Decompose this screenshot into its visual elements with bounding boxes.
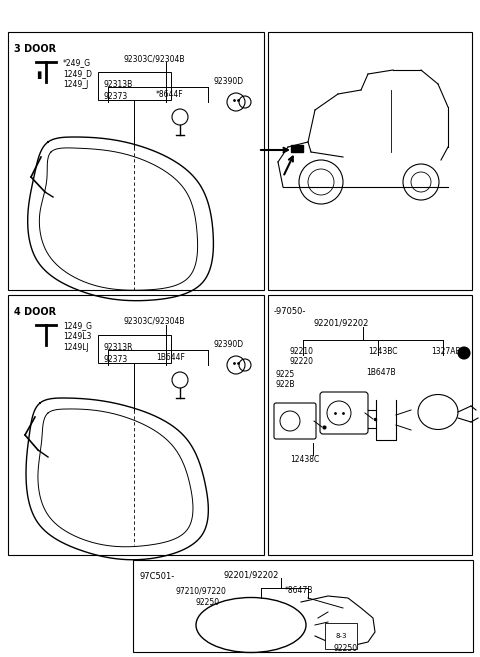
Text: *8647B: *8647B — [285, 586, 313, 595]
Bar — [291, 145, 303, 152]
Text: 92201/92202: 92201/92202 — [223, 570, 278, 579]
Bar — [133, 560, 473, 652]
Text: 1249_D: 1249_D — [63, 69, 92, 78]
Text: 92390D: 92390D — [213, 77, 243, 86]
Text: 3 DOOR: 3 DOOR — [14, 44, 56, 54]
Bar — [98, 335, 171, 363]
Text: 92373: 92373 — [103, 355, 127, 364]
Text: 1249_G: 1249_G — [63, 321, 92, 330]
Text: *249_G: *249_G — [63, 58, 91, 67]
Circle shape — [458, 347, 470, 359]
Text: 92201/92202: 92201/92202 — [313, 319, 368, 328]
Text: 92390D: 92390D — [213, 340, 243, 349]
Text: 1243BC: 1243BC — [368, 347, 397, 356]
Text: 97C501-: 97C501- — [139, 572, 174, 581]
Text: ▮: ▮ — [36, 70, 41, 80]
Text: 922B: 922B — [276, 380, 296, 389]
Text: -97050-: -97050- — [274, 307, 306, 316]
Text: 1249L3: 1249L3 — [63, 332, 91, 341]
Bar — [268, 295, 472, 555]
Text: 92313B: 92313B — [103, 80, 132, 89]
Text: 4 DOOR: 4 DOOR — [14, 307, 56, 317]
Text: 97210/97220: 97210/97220 — [175, 586, 226, 595]
Text: 92210: 92210 — [290, 347, 314, 356]
Text: 92250: 92250 — [195, 598, 219, 607]
Text: 1B644F: 1B644F — [156, 353, 185, 362]
Text: 92303C/92304B: 92303C/92304B — [123, 54, 184, 63]
Text: 1249LJ: 1249LJ — [63, 343, 89, 352]
Text: 92250: 92250 — [333, 644, 357, 653]
Bar — [8, 32, 264, 290]
Text: 92220: 92220 — [290, 357, 314, 366]
Text: 12438C: 12438C — [290, 455, 319, 464]
Text: 92303C/92304B: 92303C/92304B — [123, 317, 184, 326]
Text: *8644F: *8644F — [156, 90, 184, 99]
Text: 1B647B: 1B647B — [366, 368, 396, 377]
Bar — [268, 32, 472, 290]
Bar — [98, 72, 171, 100]
Text: 92373: 92373 — [103, 92, 127, 101]
Text: 9225: 9225 — [276, 370, 295, 379]
Bar — [8, 295, 264, 555]
Text: 92313R: 92313R — [103, 343, 132, 352]
Text: 1327AB: 1327AB — [431, 347, 461, 356]
Text: 8-3: 8-3 — [335, 633, 347, 639]
Text: 1249_J: 1249_J — [63, 80, 88, 89]
